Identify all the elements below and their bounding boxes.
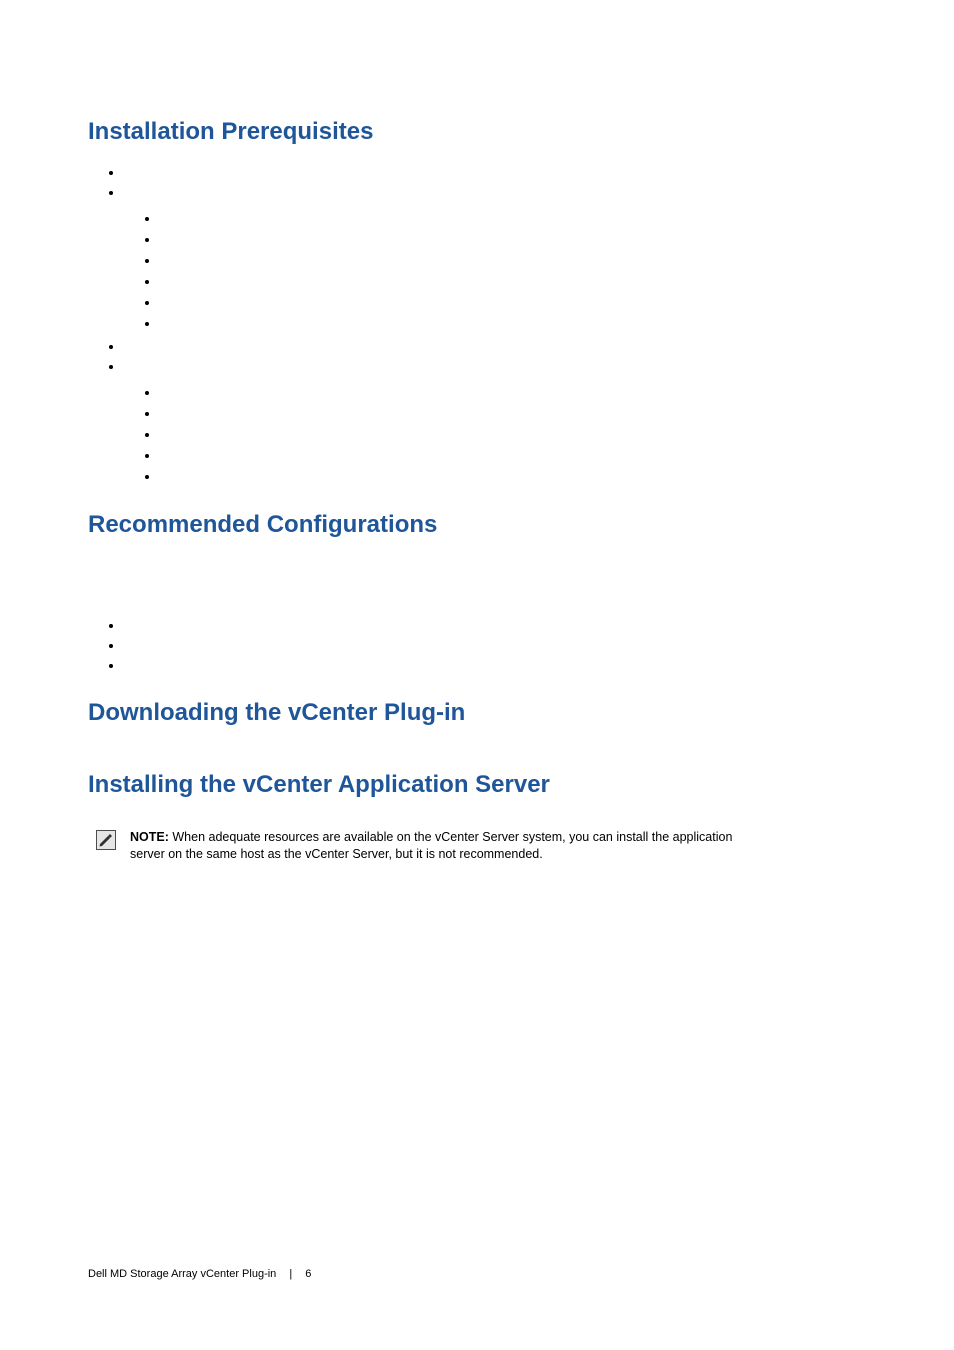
list-item [160, 468, 866, 489]
list-item [160, 447, 866, 468]
page-footer: Dell MD Storage Array vCenter Plug-in | … [88, 1268, 311, 1280]
list-item [160, 426, 866, 447]
list-item [124, 338, 866, 358]
spacer [88, 557, 866, 605]
list-item [124, 617, 866, 637]
note-text: NOTE: When adequate resources are availa… [130, 829, 770, 863]
note-label: NOTE: [130, 830, 169, 844]
list-item [160, 273, 866, 294]
footer-separator: | [289, 1268, 292, 1280]
prerequisites-sublist-2 [88, 384, 866, 489]
list-item [160, 210, 866, 231]
heading-downloading-plugin: Downloading the vCenter Plug-in [88, 699, 866, 727]
list-item [160, 315, 866, 336]
note-pencil-icon [96, 830, 116, 855]
list-item [160, 231, 866, 252]
list-item [124, 657, 866, 677]
note-body: When adequate resources are available on… [130, 830, 732, 861]
page-content: Installation Prerequisites Recommended C… [0, 0, 954, 923]
prerequisites-sublist-1 [88, 210, 866, 336]
note-block: NOTE: When adequate resources are availa… [88, 829, 866, 863]
list-item [160, 405, 866, 426]
list-item [160, 384, 866, 405]
heading-installing-server: Installing the vCenter Application Serve… [88, 771, 866, 799]
list-item [160, 252, 866, 273]
list-item [124, 637, 866, 657]
recommended-list [88, 617, 866, 677]
list-item [124, 184, 866, 204]
prerequisites-list-2 [88, 338, 866, 378]
heading-installation-prerequisites: Installation Prerequisites [88, 118, 866, 146]
footer-product: Dell MD Storage Array vCenter Plug-in [88, 1268, 276, 1280]
prerequisites-list-1 [88, 164, 866, 204]
list-item [160, 294, 866, 315]
heading-recommended-configurations: Recommended Configurations [88, 511, 866, 539]
list-item [124, 358, 866, 378]
list-item [124, 164, 866, 184]
footer-page-number: 6 [305, 1268, 311, 1280]
